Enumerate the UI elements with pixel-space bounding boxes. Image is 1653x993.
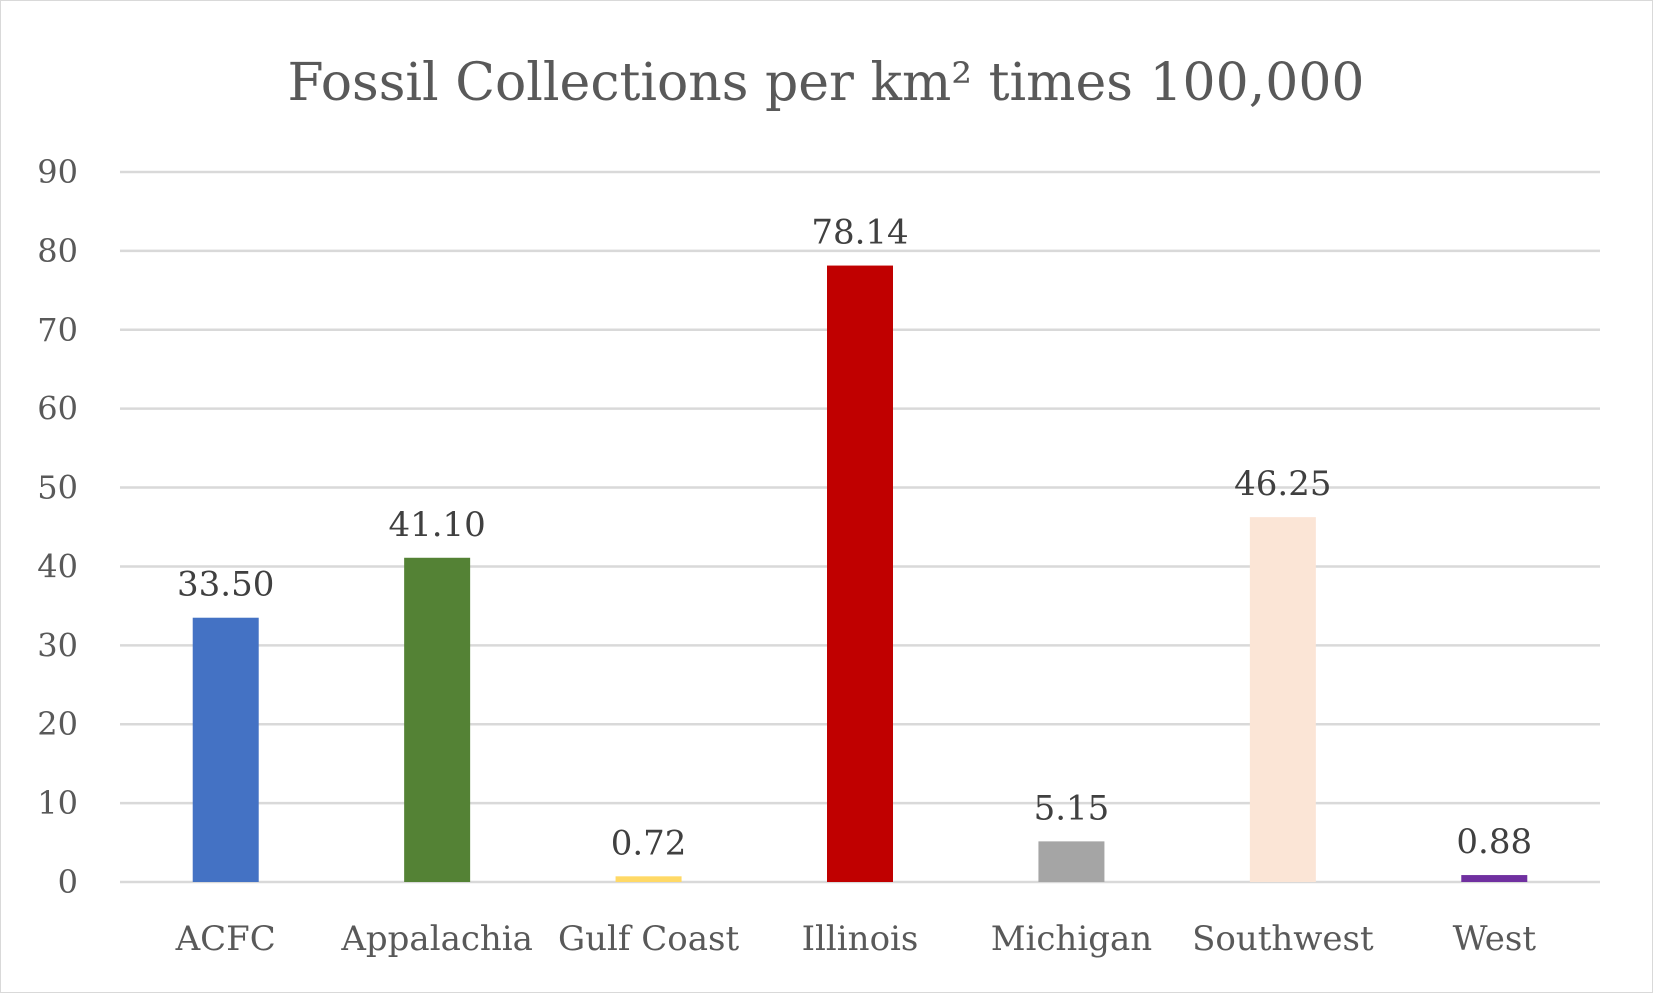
chart-title: Fossil Collections per km² times 100,000 [288,53,1365,113]
x-category-label: West [1453,919,1537,959]
data-labels: 33.50 41.10 0.72 78.14 5.15 46.25 0.88 [177,213,1532,864]
x-category-label: Southwest [1192,919,1374,959]
data-label: 33.50 [177,565,274,605]
y-tick-label: 50 [37,469,78,507]
bar-gulf-coast [615,876,682,882]
y-tick-label: 70 [37,311,78,349]
data-label: 5.15 [1034,788,1110,828]
bar-southwest [1249,517,1316,882]
bar-michigan [1038,841,1105,882]
y-tick-label: 60 [37,390,78,428]
data-label: 78.14 [811,213,908,253]
gridlines [120,170,1600,884]
x-category-label: Appalachia [340,919,533,959]
data-label: 0.72 [611,823,687,863]
y-tick-label: 80 [37,232,78,270]
y-tick-label: 40 [37,547,78,585]
data-label: 0.88 [1456,822,1532,862]
bar-west [1461,875,1528,882]
y-tick-label: 0 [58,863,78,901]
y-tick-label: 20 [37,705,78,743]
x-category-label: Michigan [991,919,1152,959]
x-category-label: Illinois [802,919,919,959]
bar-acfc [192,617,259,882]
bar-illinois [827,265,893,882]
y-tick-label: 10 [37,784,78,822]
y-tick-label: 30 [37,626,78,664]
data-label: 41.10 [388,505,485,545]
x-category-label: ACFC [175,919,276,959]
bar-appalachia [404,557,471,882]
x-category-label: Gulf Coast [558,919,740,959]
data-label: 46.25 [1234,464,1331,504]
y-tick-label: 90 [37,153,78,191]
bars [192,265,1528,882]
y-axis-ticks: 0 10 20 30 40 50 60 70 80 90 [37,153,78,901]
x-axis-categories: ACFC Appalachia Gulf Coast Illinois Michigan… [175,919,1537,959]
